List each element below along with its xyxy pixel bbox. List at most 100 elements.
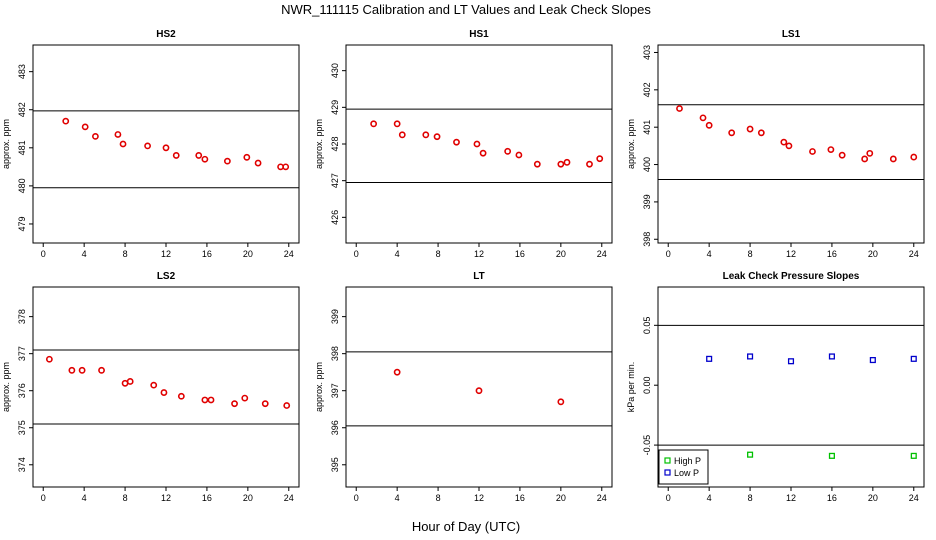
panel-title: HS1 xyxy=(469,29,489,40)
data-point xyxy=(504,147,512,155)
x-tick-label: 8 xyxy=(123,249,128,259)
data-point xyxy=(119,140,127,148)
y-tick-label: 402 xyxy=(642,82,652,97)
x-tick-label: 20 xyxy=(243,249,253,259)
x-tick-label: 16 xyxy=(827,249,837,259)
data-point xyxy=(177,392,185,400)
y-tick-label: 481 xyxy=(17,140,27,155)
x-tick-label: 0 xyxy=(41,249,46,259)
data-point xyxy=(563,158,571,166)
x-tick-label: 24 xyxy=(909,493,919,503)
data-point xyxy=(453,138,460,146)
y-tick-label: 483 xyxy=(17,64,27,79)
data-point xyxy=(557,160,565,168)
x-tick-label: 4 xyxy=(707,493,712,503)
data-point xyxy=(254,159,262,167)
y-axis-label: approx. ppm xyxy=(1,119,11,169)
data-point xyxy=(144,142,151,150)
x-tick-label: 16 xyxy=(827,493,837,503)
data-point xyxy=(557,398,565,406)
x-tick-label: 0 xyxy=(666,493,671,503)
data-point xyxy=(866,149,874,157)
data-point xyxy=(243,153,251,161)
data-point xyxy=(676,105,683,112)
x-tick-label: 4 xyxy=(707,249,712,259)
data-point xyxy=(479,149,487,157)
y-tick-label: 0.00 xyxy=(642,376,652,394)
data-point xyxy=(398,131,406,139)
y-tick-label: 400 xyxy=(642,157,652,172)
data-point xyxy=(92,132,99,140)
x-tick-label: 16 xyxy=(515,249,525,259)
data-point xyxy=(370,120,378,128)
data-point xyxy=(231,400,238,408)
data-point xyxy=(162,144,170,152)
data-point xyxy=(809,148,816,155)
data-point xyxy=(706,355,713,362)
data-point xyxy=(150,381,158,389)
data-point xyxy=(586,160,593,168)
legend-box xyxy=(658,449,709,485)
panel-title: LS2 xyxy=(157,271,176,282)
data-point xyxy=(81,123,89,131)
data-point xyxy=(787,358,795,365)
x-tick-label: 24 xyxy=(284,249,294,259)
data-point xyxy=(515,151,523,159)
data-point xyxy=(223,157,231,165)
x-tick-label: 4 xyxy=(82,493,87,503)
chart-panel-4: LT 0 4 8 12 16 20 24 395 396 397 398 399 approx. ppm xyxy=(314,271,613,503)
legend-label: Low P xyxy=(674,468,699,478)
x-tick-label: 24 xyxy=(284,493,294,503)
data-point xyxy=(172,152,180,159)
y-tick-label: -0.05 xyxy=(642,435,652,456)
chart-panel-1: HS1 0 4 8 12 16 20 24 426 427 428 429 430 approx. ppm xyxy=(314,29,613,259)
plot-frame xyxy=(345,286,613,488)
data-point xyxy=(869,357,876,364)
data-point xyxy=(283,402,291,409)
data-point xyxy=(393,368,401,376)
y-tick-label: 397 xyxy=(330,383,340,398)
data-point xyxy=(78,366,86,374)
data-point xyxy=(282,163,290,171)
data-point xyxy=(533,160,541,168)
y-tick-label: 398 xyxy=(642,232,652,247)
data-point xyxy=(747,353,754,360)
x-tick-label: 16 xyxy=(202,493,212,503)
data-point xyxy=(747,451,754,458)
y-tick-label: 427 xyxy=(330,173,340,188)
data-point xyxy=(699,114,707,122)
legend-marker xyxy=(664,457,671,464)
y-tick-label: 403 xyxy=(642,45,652,60)
y-tick-label: 479 xyxy=(17,216,27,231)
x-tick-label: 4 xyxy=(395,493,400,503)
data-point xyxy=(126,378,134,385)
x-tick-label: 24 xyxy=(597,493,607,503)
data-point xyxy=(889,155,897,163)
y-tick-label: 480 xyxy=(17,178,27,193)
y-tick-label: 396 xyxy=(330,420,340,435)
y-tick-label: 374 xyxy=(17,457,27,472)
data-point xyxy=(68,366,76,374)
data-point xyxy=(828,452,835,459)
x-tick-label: 8 xyxy=(436,249,441,259)
data-point xyxy=(910,153,918,161)
y-axis-label: approx. ppm xyxy=(314,362,324,412)
data-point xyxy=(475,387,483,395)
x-tick-label: 8 xyxy=(436,493,441,503)
y-tick-label: 429 xyxy=(330,100,340,115)
figure-title: NWR_111115 Calibration and LT Values and… xyxy=(281,2,651,17)
y-tick-label: 375 xyxy=(17,420,27,435)
x-tick-label: 8 xyxy=(748,249,753,259)
data-point xyxy=(785,142,793,150)
x-tick-label: 4 xyxy=(395,249,400,259)
data-point xyxy=(757,129,765,137)
y-tick-label: 377 xyxy=(17,346,27,361)
chart-panel-2: LS1 0 4 8 12 16 20 24 398 399 400 401 402 403 approx. … xyxy=(626,29,925,259)
x-tick-label: 12 xyxy=(474,249,484,259)
x-tick-label: 12 xyxy=(786,249,796,259)
y-tick-label: 399 xyxy=(330,309,340,324)
data-point xyxy=(422,131,430,139)
x-tick-label: 20 xyxy=(868,249,878,259)
